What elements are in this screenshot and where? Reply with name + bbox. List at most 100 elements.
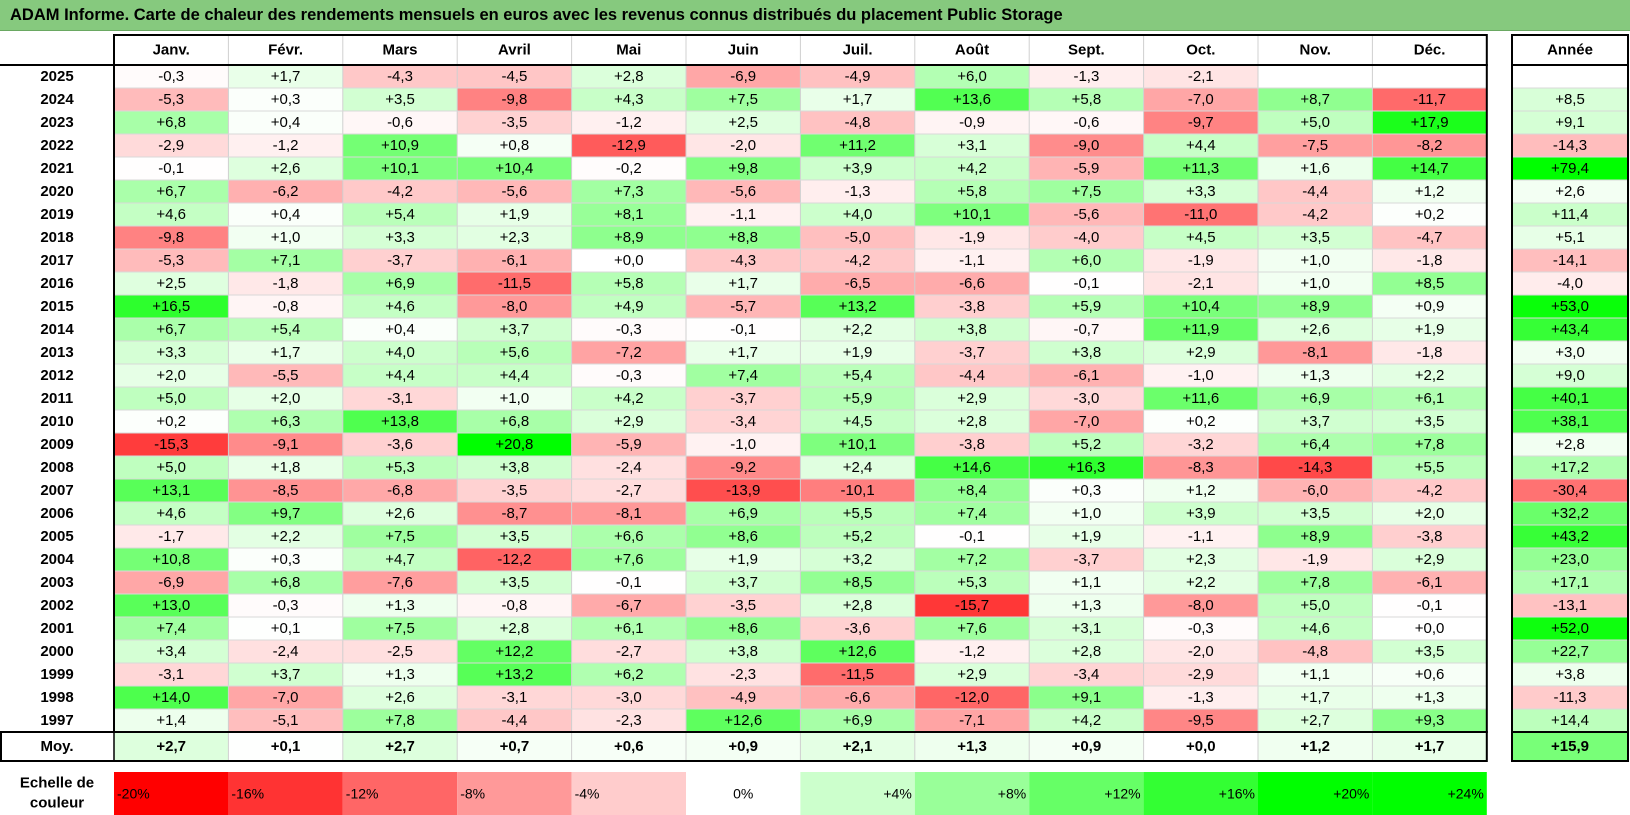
heatmap-cell (228, 433, 343, 456)
heatmap-cell (571, 640, 686, 663)
cell-value: -2,3 (730, 666, 756, 683)
heatmap-cell (228, 502, 343, 525)
year-column-header: Année (1547, 42, 1593, 59)
heatmap-cell (686, 272, 801, 295)
cell-value: -6,2 (273, 183, 299, 200)
cell-value: +10,1 (381, 160, 419, 177)
cell-value: +3,5 (1300, 229, 1330, 246)
heatmap-cell (800, 433, 915, 456)
cell-value: -15,3 (154, 436, 188, 453)
cell-value: -1,7 (158, 528, 184, 545)
cell-value: -7,6 (387, 574, 413, 591)
cell-value: -7,1 (959, 712, 985, 729)
heatmap-cell (342, 502, 458, 525)
cell-value: -4,9 (845, 68, 871, 85)
heatmap-cell (1258, 456, 1373, 479)
heatmap-cells (114, 65, 1628, 815)
heatmap-cell (1143, 640, 1258, 663)
cell-value: +7,3 (614, 183, 644, 200)
heatmap-cell (1258, 134, 1373, 157)
heatmap-cell (342, 180, 458, 203)
heatmap-cell (914, 249, 1030, 272)
scale-swatch (114, 772, 229, 815)
annual-cell (1512, 548, 1628, 571)
annual-cell (1512, 111, 1628, 134)
cell-value: +5,8 (1072, 91, 1102, 108)
heatmap-cell (1258, 226, 1373, 249)
scale-swatch-label: -20% (117, 786, 150, 802)
cell-value: +1,3 (1415, 689, 1445, 706)
heatmap-cell (342, 203, 458, 226)
cell-value: -0,6 (387, 114, 413, 131)
heatmap-cell (1029, 456, 1144, 479)
average-cell (914, 732, 1030, 761)
heatmap-cell (342, 410, 458, 433)
heatmap-cell (228, 525, 343, 548)
heatmap-cell (457, 617, 572, 640)
cell-value: -7,5 (1302, 137, 1328, 154)
cell-value: +3,7 (500, 321, 530, 338)
heatmap-cell (1143, 88, 1258, 111)
cell-value: -3,7 (959, 344, 985, 361)
cell-value: +5,4 (271, 321, 301, 338)
heatmap-cell (1258, 594, 1373, 617)
cell-value: +2,2 (1186, 574, 1216, 591)
heatmap-cell (228, 364, 343, 387)
cell-value: -1,3 (1188, 689, 1214, 706)
heatmap-cell (114, 341, 229, 364)
heatmap-cell (571, 456, 686, 479)
cell-value: -3,5 (730, 597, 756, 614)
heatmap-cell (228, 410, 343, 433)
heatmap-cell (1143, 548, 1258, 571)
cell-value: +1,0 (1300, 252, 1330, 269)
cell-value: -1,8 (1417, 252, 1443, 269)
annual-value: +9,1 (1555, 114, 1585, 131)
heatmap-cell (114, 548, 229, 571)
cell-value: +4,6 (1300, 620, 1330, 637)
cell-value: +2,8 (1072, 643, 1102, 660)
cell-value: +1,7 (271, 68, 301, 85)
heatmap-cell (342, 594, 458, 617)
heatmap-cell (342, 65, 458, 88)
heatmap-cell (1372, 272, 1487, 295)
heatmap-cell (457, 594, 572, 617)
cell-value: +1,9 (1415, 321, 1445, 338)
cell-value: -0,1 (1417, 597, 1443, 614)
average-annual-border (1511, 731, 1629, 762)
annual-value: +38,1 (1551, 413, 1589, 430)
heatmap-cell (686, 640, 801, 663)
cell-value: +2,5 (156, 275, 186, 292)
cell-value: +2,2 (1415, 367, 1445, 384)
cell-value: +11,2 (839, 137, 876, 154)
year-label: 2001 (40, 620, 73, 637)
average-annual-value: +15,9 (1551, 738, 1589, 755)
cell-value: +5,0 (1300, 597, 1330, 614)
cell-value: -9,7 (1188, 114, 1214, 131)
cell-value: -6,8 (387, 482, 413, 499)
heatmap-cell (457, 111, 572, 134)
heatmap-cell (686, 709, 801, 732)
cell-value: -3,8 (1417, 528, 1443, 545)
heatmap-cell (1372, 456, 1487, 479)
heatmap-cell (686, 479, 801, 502)
heatmap-cell (571, 571, 686, 594)
heatmap-cell (1143, 180, 1258, 203)
annual-cell (1512, 433, 1628, 456)
year-label: 2014 (40, 321, 74, 338)
cell-value: -2,5 (387, 643, 413, 660)
cell-value: -12,0 (955, 689, 989, 706)
cell-value: +0,6 (1415, 666, 1445, 683)
heatmap-cell (686, 548, 801, 571)
cell-value: +12,2 (495, 643, 533, 660)
cell-value: +8,5 (843, 574, 873, 591)
cell-value: +7,2 (957, 551, 987, 568)
cell-value: -1,9 (1302, 551, 1328, 568)
annual-value: +11,4 (1552, 206, 1589, 223)
annual-cell (1512, 318, 1628, 341)
heatmap-cell (1143, 341, 1258, 364)
year-label: 2018 (40, 229, 73, 246)
cell-value: -7,0 (1188, 91, 1214, 108)
heatmap-cell (571, 364, 686, 387)
cell-value: +8,9 (614, 229, 644, 246)
heatmap-cell (228, 226, 343, 249)
